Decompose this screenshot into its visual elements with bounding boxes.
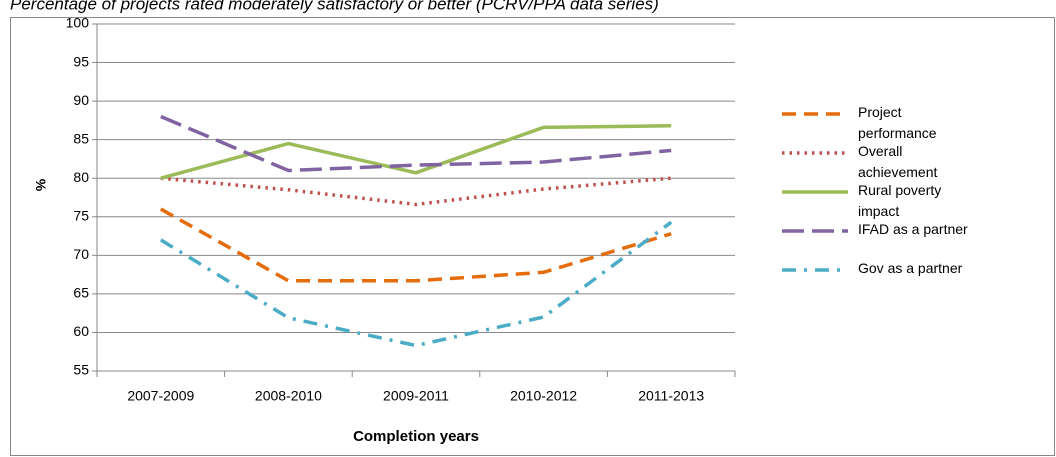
x-tick-label: 2009-2011 — [383, 388, 449, 404]
chart-border — [10, 17, 1055, 456]
x-axis-label: Completion years — [353, 428, 479, 445]
series-line — [160, 114, 672, 173]
legend-item: Project performance — [780, 102, 980, 141]
legend-label: Project performance — [858, 104, 937, 141]
y-tick-label: 100 — [66, 15, 90, 31]
y-axis-label: % — [33, 178, 49, 191]
legend-item: Overall achievement — [780, 141, 980, 180]
legend-label: Rural poverty impact — [858, 182, 942, 219]
legend-item: IFAD as a partner — [780, 219, 980, 258]
legend-item: Rural poverty impact — [780, 180, 980, 219]
legend-swatch — [782, 190, 848, 194]
x-tick-label: 2008-2010 — [255, 388, 322, 404]
legend-swatch — [782, 229, 848, 233]
y-tick-label: 70 — [73, 246, 89, 262]
legend-swatch — [782, 112, 848, 116]
y-tick-label: 90 — [73, 92, 89, 108]
x-tick-label: 2011-2013 — [638, 388, 704, 404]
legend-item: Gov as a partner — [780, 258, 980, 297]
legend: Project performance Overall achievement Ru… — [780, 102, 980, 297]
x-tick-label: 2010-2012 — [510, 388, 577, 404]
series-line — [159, 220, 673, 348]
series-line — [160, 124, 672, 180]
legend-label: Gov as a partner — [858, 260, 963, 276]
y-tick-label: 80 — [73, 169, 89, 185]
y-tick-label: 85 — [73, 130, 89, 146]
legend-label: Overall achievement — [858, 143, 938, 180]
y-tick-label: 75 — [73, 207, 89, 223]
series-line — [160, 176, 672, 207]
y-tick-label: 65 — [73, 285, 89, 301]
legend-label: IFAD as a partner — [858, 221, 968, 237]
chart-title: Percentage of projects rated moderately … — [10, 0, 659, 13]
x-tick-label: 2007-2009 — [127, 388, 194, 404]
y-tick-label: 60 — [73, 323, 89, 339]
legend-swatch — [782, 268, 848, 272]
legend-swatch — [782, 151, 848, 155]
series-line — [159, 207, 672, 283]
y-tick-label: 95 — [73, 53, 89, 69]
y-tick-label: 55 — [73, 362, 89, 378]
